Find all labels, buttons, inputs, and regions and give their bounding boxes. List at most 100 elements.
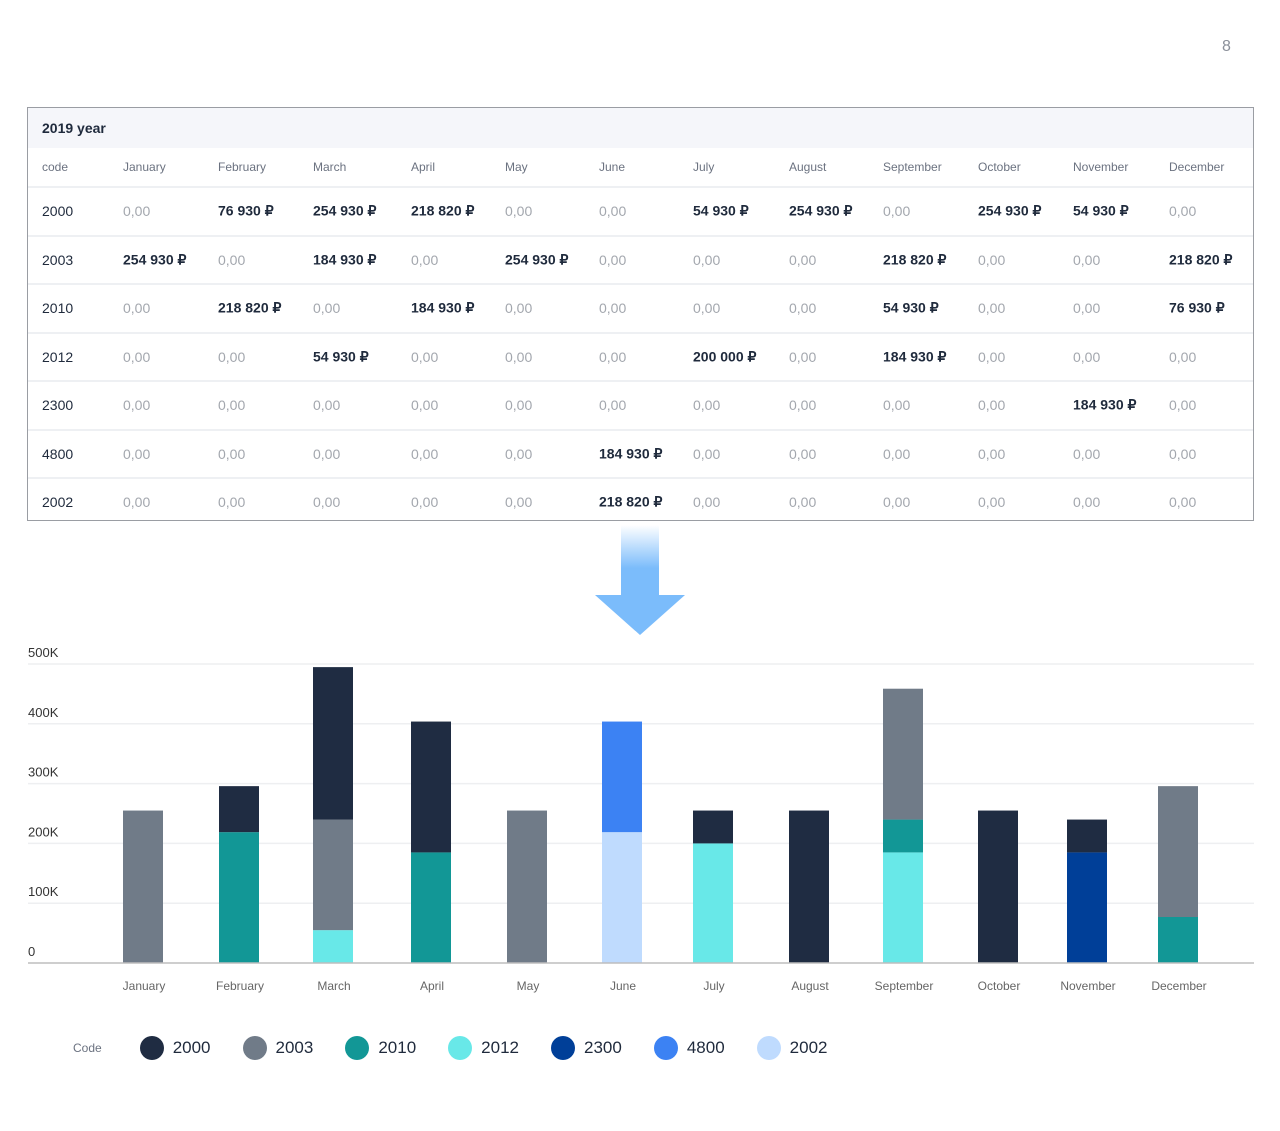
legend-item-2003[interactable]: 2003 (242, 1036, 314, 1060)
table-cell: 184 930 ₽ (599, 445, 663, 462)
legend-item-2000[interactable]: 2000 (139, 1036, 211, 1060)
column-header: December (1169, 160, 1225, 174)
bar-segment-2003-march (313, 819, 353, 931)
bar-segment-4800-june (602, 721, 642, 833)
table-cell: 0,00 (978, 300, 1006, 317)
table-cell: 0,00 (411, 494, 439, 511)
legend-item-2012[interactable]: 2012 (448, 1036, 519, 1060)
table-cell: 0,00 (883, 203, 911, 220)
bar-segment-2000-march (313, 667, 353, 820)
table-cell: 0,00 (978, 348, 1006, 365)
table-cell: 254 930 ₽ (123, 251, 187, 268)
legend-label: 2010 (378, 1038, 417, 1057)
table-cell: 0,00 (313, 300, 341, 317)
legend-label: 2003 (275, 1038, 314, 1057)
table-cell: 0,00 (693, 445, 721, 462)
table-cell: 0,00 (313, 397, 341, 414)
bar-segment-2000-november (1067, 819, 1107, 853)
table-cell: 0,00 (789, 494, 817, 511)
legend-label: 2002 (789, 1038, 828, 1057)
column-header: September (883, 160, 942, 174)
table-cell: 0,00 (978, 494, 1006, 511)
table-cell: 0,00 (599, 300, 627, 317)
table-cell: 218 820 ₽ (883, 251, 947, 268)
row-code: 2000 (42, 203, 74, 220)
x-tick-label: January (123, 979, 166, 993)
row-code: 2010 (42, 300, 74, 317)
column-header: November (1073, 160, 1129, 174)
y-tick-label: 0 (28, 944, 35, 959)
y-tick-label: 500K (28, 645, 59, 660)
table-cell: 54 930 ₽ (883, 299, 939, 316)
bar-segment-2002-june (602, 832, 642, 963)
table-cell: 0,00 (693, 300, 721, 317)
row-code: 2300 (42, 397, 74, 414)
table-cell: 218 820 ₽ (411, 202, 475, 219)
table-cell: 0,00 (693, 251, 721, 268)
chart-legend: Code 2000 2003 2010 2012 2300 4800 2002 (73, 1036, 859, 1060)
table-cell: 0,00 (1169, 397, 1197, 414)
table-cell: 0,00 (505, 203, 533, 220)
table-cell: 0,00 (789, 300, 817, 317)
x-tick-label: August (791, 979, 829, 993)
table-cell: 0,00 (218, 494, 246, 511)
table-cell: 0,00 (978, 251, 1006, 268)
table-cell: 76 930 ₽ (1169, 299, 1225, 316)
x-tick-label: October (978, 979, 1021, 993)
x-tick-label: December (1151, 979, 1206, 993)
down-arrow-icon (595, 525, 685, 635)
column-header-code: code (42, 160, 69, 174)
table-cell: 0,00 (123, 300, 151, 317)
table-cell: 76 930 ₽ (218, 202, 274, 219)
table-cell: 0,00 (123, 203, 151, 220)
bar-segment-2003-may (507, 810, 547, 963)
table-cell: 0,00 (1073, 300, 1101, 317)
table-cell: 0,00 (123, 397, 151, 414)
table-cell: 0,00 (505, 445, 533, 462)
column-header: June (599, 160, 626, 174)
table-cell: 0,00 (789, 397, 817, 414)
table-cell: 0,00 (218, 251, 246, 268)
table-cell: 0,00 (505, 494, 533, 511)
bar-segment-2000-april (411, 721, 451, 853)
row-code: 4800 (42, 445, 74, 462)
table-title: 2019 year (28, 108, 1253, 148)
table-cell: 0,00 (693, 397, 721, 414)
table-cell: 0,00 (505, 300, 533, 317)
table-row: 2300 0,00 0,00 0,00 0,00 0,00 0,00 0,00 0,00 0,00… (28, 382, 1253, 431)
legend-item-2002[interactable]: 2002 (756, 1036, 828, 1060)
column-header: August (789, 160, 827, 174)
bar-segment-2012-march (313, 930, 353, 963)
row-code: 2002 (42, 494, 74, 511)
table-cell: 0,00 (123, 494, 151, 511)
table-cell: 54 930 ₽ (313, 348, 369, 365)
bar-segment-2000-february (219, 786, 259, 833)
table-cell: 218 820 ₽ (218, 299, 282, 316)
bar-segment-2300-november (1067, 852, 1107, 963)
table-cell: 0,00 (883, 397, 911, 414)
y-tick-label: 400K (28, 705, 59, 720)
table-cell: 0,00 (978, 445, 1006, 462)
bar-segment-2010-september (883, 819, 923, 853)
legend-label: 2000 (172, 1038, 211, 1057)
bar-segment-2010-april (411, 852, 451, 963)
bar-segment-2003-september (883, 688, 923, 820)
y-tick-label: 100K (28, 884, 59, 899)
legend-item-4800[interactable]: 4800 (653, 1036, 725, 1060)
bar-segment-2012-september (883, 852, 923, 963)
table-cell: 0,00 (1169, 494, 1197, 511)
legend-swatch-icon (756, 1036, 781, 1060)
table-header-row: code January February March April May June July… (28, 148, 1253, 188)
legend-item-2010[interactable]: 2010 (345, 1036, 416, 1060)
legend-item-2300[interactable]: 2300 (551, 1036, 622, 1060)
row-code: 2003 (42, 251, 74, 268)
bar-segment-2010-february (219, 832, 259, 963)
table-cell: 0,00 (1169, 445, 1197, 462)
table-cell: 0,00 (1073, 348, 1101, 365)
stacked-bar-chart: 0 100K 200K 300K 400K 500K January February Marc… (28, 645, 1254, 993)
table-cell: 184 930 ₽ (411, 299, 475, 316)
table-cell: 0,00 (313, 494, 341, 511)
table-cell: 0,00 (599, 348, 627, 365)
table-cell: 184 930 ₽ (313, 251, 377, 268)
table-cell: 254 930 ₽ (505, 251, 569, 268)
